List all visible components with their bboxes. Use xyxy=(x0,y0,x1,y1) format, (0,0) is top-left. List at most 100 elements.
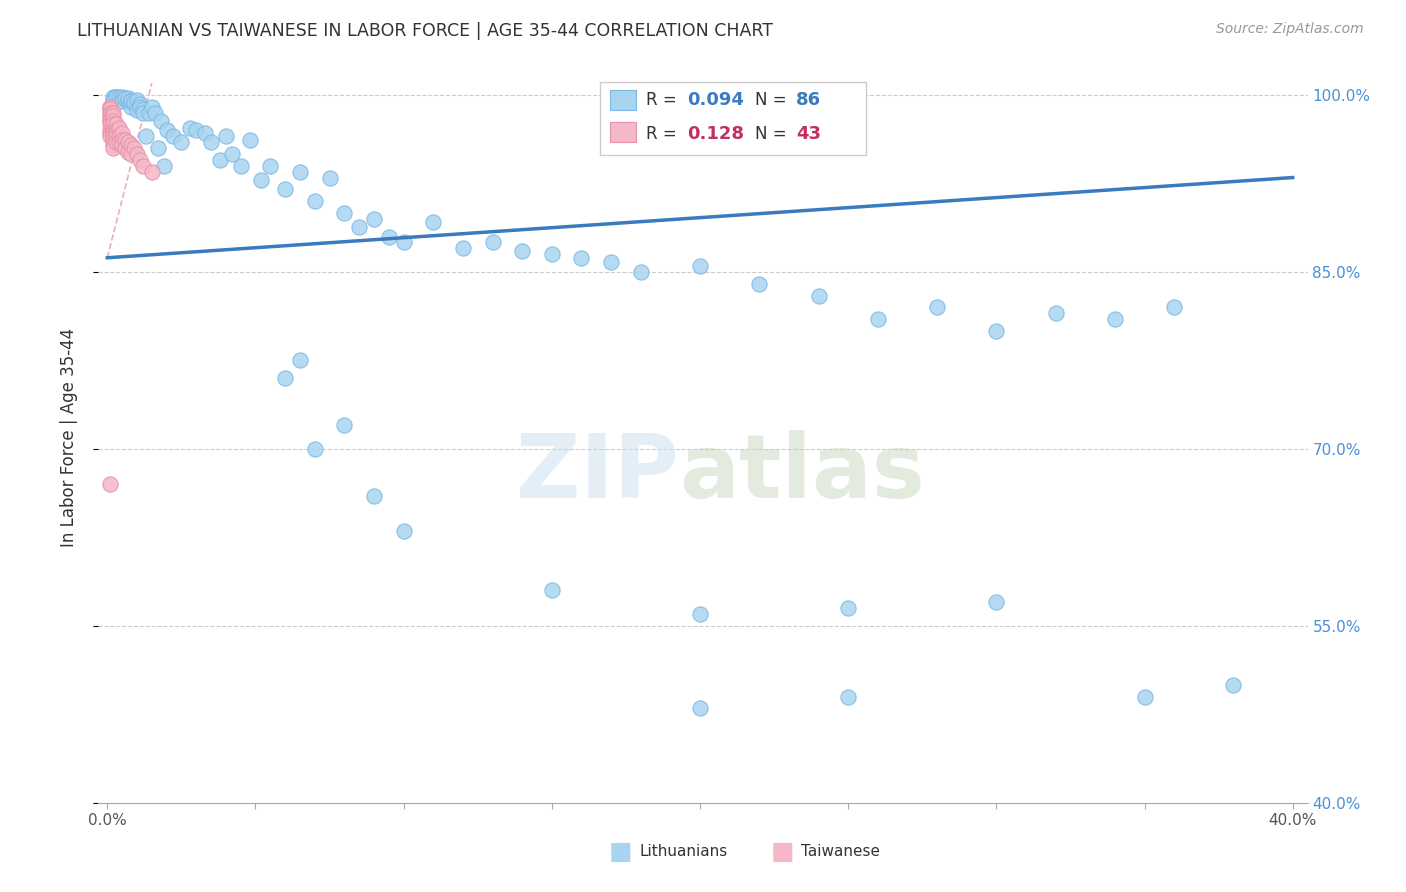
Point xyxy=(103,129,125,144)
Point xyxy=(288,164,311,178)
Point xyxy=(103,93,125,107)
Text: ZIP: ZIP xyxy=(516,430,679,517)
Text: Taiwanese: Taiwanese xyxy=(801,845,880,859)
Point xyxy=(600,255,623,269)
Point xyxy=(186,123,208,137)
Text: Source: ZipAtlas.com: Source: ZipAtlas.com xyxy=(1216,22,1364,37)
Point xyxy=(451,241,474,255)
FancyBboxPatch shape xyxy=(610,122,637,143)
Point xyxy=(392,524,415,539)
Point xyxy=(98,108,121,122)
Text: 0.094: 0.094 xyxy=(688,91,744,109)
Point xyxy=(117,91,139,105)
Point xyxy=(98,100,121,114)
Point xyxy=(274,182,297,196)
Text: ■: ■ xyxy=(770,840,794,863)
Point xyxy=(162,129,184,144)
Point xyxy=(866,312,889,326)
Point xyxy=(98,477,121,491)
Point xyxy=(837,690,859,704)
Point xyxy=(689,259,711,273)
Point xyxy=(103,105,125,120)
Point xyxy=(288,353,311,368)
Point xyxy=(215,129,238,144)
Point xyxy=(986,595,1008,609)
Point xyxy=(304,442,326,456)
Point xyxy=(318,170,340,185)
Text: N =: N = xyxy=(755,125,792,143)
Point xyxy=(98,102,121,116)
Point xyxy=(108,129,131,144)
Point xyxy=(510,244,533,258)
Point xyxy=(837,601,859,615)
Point xyxy=(347,220,370,235)
Point xyxy=(122,141,145,155)
Point xyxy=(129,97,152,112)
Text: 0.128: 0.128 xyxy=(688,125,744,143)
Point xyxy=(120,93,142,107)
Point xyxy=(105,129,128,144)
Point xyxy=(141,100,163,114)
Point xyxy=(114,141,136,155)
Point xyxy=(103,137,125,152)
FancyBboxPatch shape xyxy=(610,90,637,110)
Text: atlas: atlas xyxy=(679,430,925,517)
Point xyxy=(1163,301,1185,315)
Point xyxy=(120,137,142,152)
Point xyxy=(194,126,217,140)
Point xyxy=(333,418,356,433)
Point xyxy=(155,123,177,137)
Point xyxy=(748,277,770,291)
Point xyxy=(132,102,155,116)
Point xyxy=(179,120,201,135)
Point xyxy=(132,159,155,173)
FancyBboxPatch shape xyxy=(600,82,866,155)
Point xyxy=(259,159,281,173)
Point xyxy=(98,129,121,144)
Y-axis label: In Labor Force | Age 35-44: In Labor Force | Age 35-44 xyxy=(59,327,77,547)
Point xyxy=(103,133,125,147)
Point xyxy=(689,701,711,715)
Point xyxy=(125,103,148,118)
Point xyxy=(122,96,145,111)
Point xyxy=(229,159,252,173)
Point xyxy=(105,126,128,140)
Point xyxy=(149,114,172,128)
Point xyxy=(120,147,142,161)
Point xyxy=(200,135,222,149)
Point xyxy=(129,100,152,114)
Point xyxy=(135,129,157,144)
Text: LITHUANIAN VS TAIWANESE IN LABOR FORCE | AGE 35-44 CORRELATION CHART: LITHUANIAN VS TAIWANESE IN LABOR FORCE |… xyxy=(77,22,773,40)
Point xyxy=(111,137,134,152)
Point xyxy=(105,90,128,104)
Point xyxy=(103,141,125,155)
Point xyxy=(98,100,121,114)
Point xyxy=(146,141,169,155)
Point xyxy=(103,126,125,140)
Point xyxy=(108,135,131,149)
Point xyxy=(239,133,262,147)
Text: R =: R = xyxy=(647,91,682,109)
Point xyxy=(103,123,125,137)
Point xyxy=(105,118,128,132)
Point xyxy=(125,147,148,161)
Point xyxy=(108,90,131,104)
Point xyxy=(117,94,139,108)
Point xyxy=(208,153,231,167)
Text: ■: ■ xyxy=(609,840,633,863)
Point xyxy=(363,211,385,226)
Point xyxy=(807,288,830,302)
Point xyxy=(132,105,155,120)
Point xyxy=(1133,690,1156,704)
Point xyxy=(105,123,128,137)
Point xyxy=(103,109,125,123)
Point xyxy=(98,114,121,128)
Text: R =: R = xyxy=(647,125,682,143)
Point xyxy=(152,159,174,173)
Point xyxy=(114,91,136,105)
Point xyxy=(111,90,134,104)
Point xyxy=(630,265,652,279)
Point xyxy=(117,145,139,159)
Point xyxy=(117,135,139,149)
Point xyxy=(274,371,297,385)
